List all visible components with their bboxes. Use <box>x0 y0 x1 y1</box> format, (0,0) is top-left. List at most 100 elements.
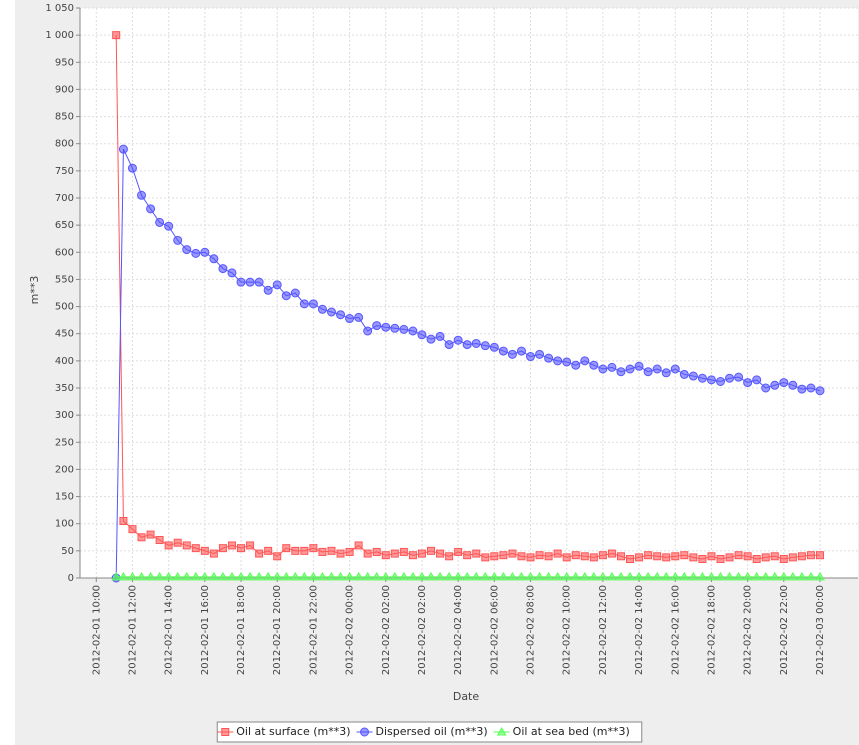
marker <box>111 571 122 581</box>
marker <box>336 310 346 320</box>
marker <box>661 571 672 581</box>
marker <box>326 307 336 317</box>
x-tick-label: 2012-02-02 16:00 <box>670 585 681 675</box>
marker <box>498 346 508 356</box>
marker <box>472 549 481 558</box>
marker <box>797 384 807 394</box>
marker <box>445 552 454 561</box>
marker <box>263 571 274 581</box>
marker <box>570 571 581 581</box>
marker <box>345 547 354 556</box>
marker <box>380 571 391 581</box>
x-tick-label: 2012-02-02 00:00 <box>345 585 356 675</box>
marker <box>652 364 662 374</box>
marker <box>290 288 300 298</box>
legend: Oil at surface (m**3) Dispersed oil (m**3… <box>216 721 643 743</box>
x-tick-label: 2012-02-02 10:00 <box>562 585 573 675</box>
marker <box>209 571 219 581</box>
marker <box>707 552 716 561</box>
marker <box>544 552 553 561</box>
y-tick-label: 200 <box>55 464 74 475</box>
marker <box>182 541 191 550</box>
marker <box>191 544 200 553</box>
marker <box>399 324 409 334</box>
x-axis-label: Date <box>453 690 480 703</box>
marker <box>345 314 355 324</box>
marker <box>779 378 789 388</box>
x-tick-label: 2012-02-02 14:00 <box>634 585 645 675</box>
marker <box>154 571 165 581</box>
marker <box>679 571 690 581</box>
marker <box>525 571 536 581</box>
marker <box>164 541 173 550</box>
x-tick-label: 2012-02-01 10:00 <box>91 585 102 675</box>
marker <box>481 553 490 562</box>
marker <box>218 264 228 274</box>
marker <box>706 375 716 385</box>
marker <box>498 571 509 581</box>
marker <box>508 549 517 558</box>
marker <box>607 362 617 372</box>
marker <box>172 571 183 581</box>
marker <box>209 549 218 558</box>
marker <box>263 285 273 295</box>
marker <box>426 334 436 344</box>
marker <box>580 356 590 366</box>
marker <box>145 571 156 581</box>
marker <box>670 364 680 374</box>
marker <box>770 552 779 561</box>
marker <box>653 552 662 561</box>
marker <box>173 538 182 547</box>
marker <box>245 571 255 581</box>
marker <box>389 571 400 581</box>
marker <box>724 571 735 581</box>
marker <box>436 549 445 558</box>
marker <box>146 530 155 539</box>
marker <box>526 553 535 562</box>
marker <box>163 571 174 581</box>
marker <box>317 304 327 314</box>
marker <box>164 221 174 231</box>
marker <box>688 371 698 381</box>
marker <box>354 312 364 322</box>
legend-label: Oil at surface (m**3) <box>236 725 350 738</box>
x-tick-label: 2012-02-01 16:00 <box>200 585 211 675</box>
marker <box>571 551 580 560</box>
marker <box>136 571 147 581</box>
marker <box>588 571 599 581</box>
marker <box>516 571 527 581</box>
marker <box>779 555 788 563</box>
marker <box>562 357 572 367</box>
marker <box>255 549 264 558</box>
y-tick-label: 0 <box>68 573 74 584</box>
x-tick-label: 2012-02-02 22:00 <box>779 585 790 675</box>
marker <box>643 367 653 377</box>
marker <box>752 375 762 385</box>
y-tick-label: 350 <box>55 383 74 394</box>
marker <box>308 299 318 309</box>
marker <box>182 245 192 255</box>
marker <box>273 552 282 561</box>
marker <box>221 728 230 736</box>
marker <box>607 571 617 581</box>
marker <box>635 553 644 562</box>
marker <box>399 547 408 556</box>
marker <box>788 571 798 581</box>
marker <box>272 571 283 581</box>
marker <box>463 551 472 560</box>
marker <box>417 571 427 581</box>
marker <box>435 571 445 581</box>
y-tick-label: 150 <box>55 492 74 503</box>
marker <box>444 340 454 350</box>
marker <box>761 383 771 393</box>
marker <box>715 376 725 386</box>
marker <box>733 571 744 581</box>
marker <box>480 571 491 581</box>
marker <box>806 571 816 581</box>
x-tick-label: 2012-02-02 12:00 <box>598 585 609 675</box>
marker <box>716 555 725 563</box>
marker <box>752 555 761 563</box>
marker <box>190 571 201 581</box>
marker <box>454 547 463 556</box>
marker <box>806 551 815 560</box>
